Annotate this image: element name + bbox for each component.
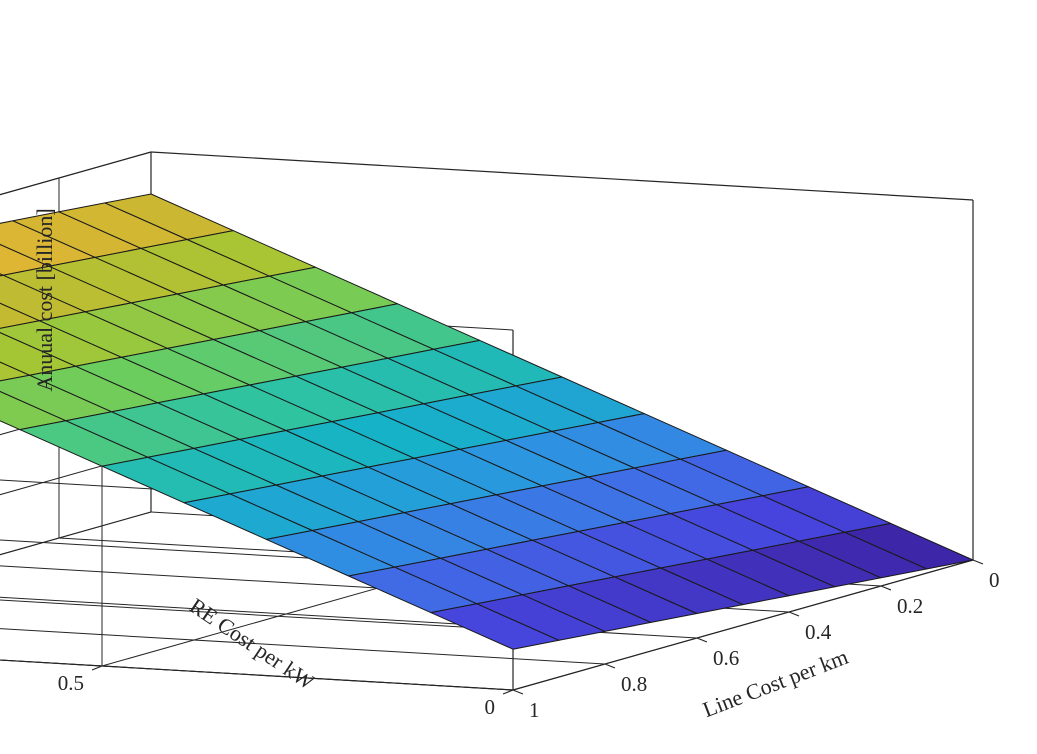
x-tick-label: 0.6 bbox=[713, 646, 739, 670]
x-tick-mark bbox=[696, 637, 708, 643]
grid-line-y-floor bbox=[0, 511, 152, 556]
y-tick-label: 0 bbox=[485, 695, 496, 719]
box-edge-top-right bbox=[150, 151, 974, 201]
x-tick-mark bbox=[788, 611, 800, 617]
x-tick-mark bbox=[604, 663, 616, 669]
x-tick-label: 0.2 bbox=[897, 594, 923, 618]
z-axis-label: Anuual cost [billion] bbox=[32, 208, 57, 391]
x-tick-mark bbox=[512, 689, 524, 695]
surface-plot bbox=[0, 193, 974, 650]
x-tick-label: 0.4 bbox=[805, 620, 832, 644]
x-tick-label: 1 bbox=[529, 698, 540, 722]
x-tick-mark bbox=[972, 559, 984, 565]
x-tick-label: 0 bbox=[989, 568, 1000, 592]
box-edge-top-back bbox=[0, 151, 152, 196]
x-axis-line bbox=[512, 559, 974, 691]
grid-line-z-right bbox=[0, 451, 152, 496]
surface-cell bbox=[844, 522, 974, 570]
tick-labels: 00.20.40.60.8100.51010002000300040005000… bbox=[58, 559, 1000, 722]
x-tick-mark bbox=[880, 585, 892, 591]
y-tick-mark bbox=[502, 689, 514, 695]
y-tick-mark bbox=[91, 665, 103, 671]
grid-line-z-right bbox=[0, 511, 152, 556]
x-tick-label: 0.8 bbox=[621, 672, 647, 696]
y-tick-label: 0.5 bbox=[58, 671, 84, 695]
y-axis-label: RE Cost per kW bbox=[185, 593, 319, 695]
